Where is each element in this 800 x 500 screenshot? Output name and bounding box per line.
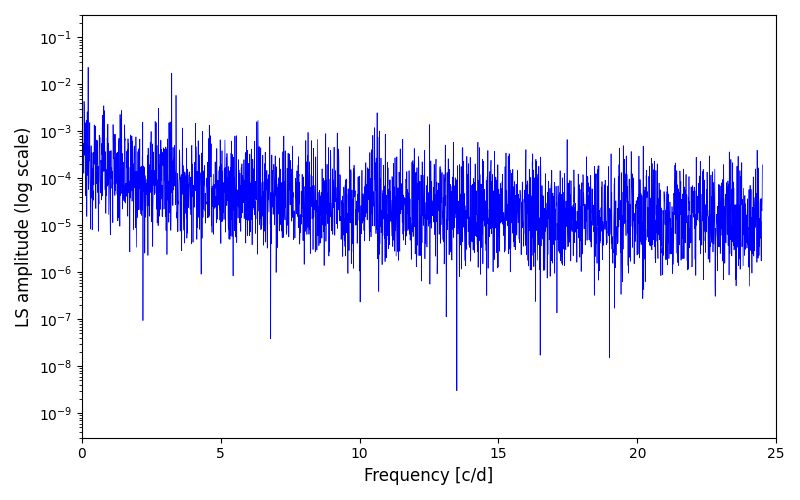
Y-axis label: LS amplitude (log scale): LS amplitude (log scale): [15, 126, 33, 326]
X-axis label: Frequency [c/d]: Frequency [c/d]: [364, 467, 494, 485]
